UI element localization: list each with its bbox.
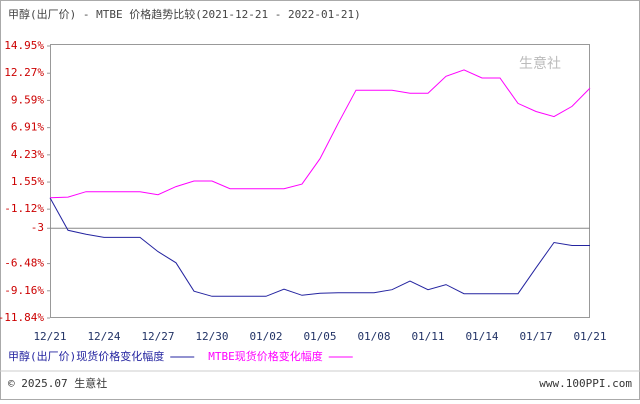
y-tick-label: 14.95% [4,39,44,52]
watermark: 生意社 [519,55,561,72]
y-tick-label: -6.48% [4,257,44,270]
y-tick-label: -11.84% [0,311,44,324]
x-tick-label: 01/21 [573,330,606,343]
y-tick-label: 9.59% [11,93,44,106]
x-tick-label: 01/08 [357,330,390,343]
y-tick-label: 6.91% [11,121,44,134]
footer-left: © 2025.07 生意社 [8,376,107,390]
y-tick-label: -9.16% [4,284,44,297]
y-tick-label: -1.12% [4,202,44,215]
x-tick-label: 12/21 [33,330,66,343]
series-line [49,197,590,297]
x-tick-label: 12/27 [141,330,174,343]
x-tick-label: 12/24 [87,330,120,343]
x-tick-label: 01/17 [519,330,552,343]
x-tick-label: 01/14 [465,330,498,343]
y-tick-label: 4.23% [11,148,44,161]
y-tick-label: -3 [31,221,44,234]
series-line [49,69,591,199]
footer-right: www.100PPI.com [539,377,632,390]
x-tick-label: 01/02 [249,330,282,343]
chart-title: 甲醇(出厂价) - MTBE 价格趋势比较(2021-12-21 - 2022-… [8,7,361,21]
x-tick-label: 01/05 [303,330,336,343]
x-tick-label: 01/11 [411,330,444,343]
y-tick-label: 1.55% [11,175,44,188]
y-tick-label: 12.27% [4,66,44,79]
x-tick-label: 12/30 [195,330,228,343]
legend-label: MTBE现货价格变化幅度 [208,349,323,363]
legend-label: 甲醇(出厂价)现货价格变化幅度 [8,349,164,363]
plot-area [50,44,590,318]
